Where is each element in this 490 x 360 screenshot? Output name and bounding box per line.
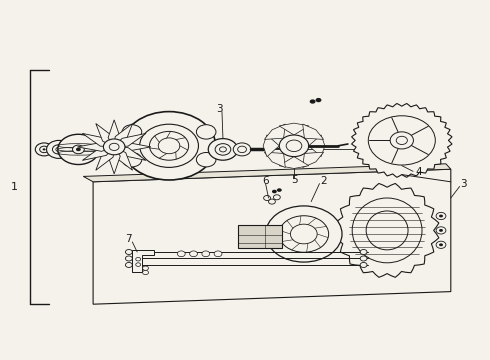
Polygon shape [335, 184, 439, 277]
Polygon shape [114, 123, 132, 147]
Circle shape [40, 146, 49, 153]
Circle shape [122, 125, 142, 139]
Circle shape [136, 257, 141, 261]
Polygon shape [114, 133, 146, 147]
Circle shape [238, 146, 246, 153]
Circle shape [214, 251, 222, 257]
Circle shape [233, 143, 251, 156]
Circle shape [35, 143, 53, 156]
Circle shape [125, 262, 132, 267]
Circle shape [58, 134, 99, 165]
Circle shape [273, 195, 280, 200]
Circle shape [47, 140, 71, 158]
Text: 6: 6 [262, 176, 269, 186]
Circle shape [291, 224, 317, 244]
Circle shape [396, 136, 407, 144]
Polygon shape [303, 152, 323, 167]
Circle shape [439, 215, 443, 217]
Polygon shape [265, 124, 285, 139]
Polygon shape [83, 164, 451, 182]
Circle shape [149, 131, 189, 160]
Polygon shape [108, 147, 120, 174]
Circle shape [360, 256, 367, 261]
Polygon shape [96, 123, 114, 147]
Circle shape [269, 199, 275, 204]
Polygon shape [82, 147, 114, 161]
Circle shape [436, 227, 446, 234]
Circle shape [360, 262, 367, 267]
Circle shape [277, 188, 282, 192]
Polygon shape [114, 147, 146, 161]
Circle shape [215, 144, 231, 155]
Circle shape [436, 212, 446, 220]
Circle shape [264, 195, 270, 201]
Circle shape [143, 270, 148, 275]
Polygon shape [93, 169, 451, 304]
Polygon shape [82, 133, 114, 147]
Polygon shape [132, 250, 154, 272]
Circle shape [310, 99, 316, 104]
Ellipse shape [352, 198, 422, 263]
Circle shape [140, 124, 198, 167]
Text: 3: 3 [460, 179, 466, 189]
Polygon shape [263, 135, 279, 157]
Circle shape [196, 153, 216, 167]
Circle shape [360, 249, 367, 255]
Circle shape [73, 145, 84, 154]
FancyBboxPatch shape [238, 225, 282, 248]
Circle shape [125, 249, 132, 255]
Polygon shape [351, 103, 452, 177]
Polygon shape [77, 143, 114, 151]
Text: 2: 2 [320, 176, 327, 186]
Circle shape [109, 143, 119, 150]
Polygon shape [309, 135, 325, 157]
Polygon shape [265, 152, 285, 167]
Circle shape [279, 216, 329, 252]
Circle shape [122, 112, 216, 180]
Circle shape [279, 135, 309, 157]
Circle shape [220, 147, 226, 152]
Circle shape [266, 206, 342, 262]
Text: 1: 1 [11, 182, 18, 192]
Circle shape [316, 98, 321, 102]
Circle shape [43, 148, 46, 150]
Circle shape [196, 125, 216, 139]
Polygon shape [114, 147, 132, 170]
Circle shape [52, 145, 65, 154]
Polygon shape [279, 123, 309, 135]
Circle shape [158, 138, 180, 154]
Polygon shape [279, 157, 309, 168]
Circle shape [272, 190, 277, 193]
Text: 4: 4 [416, 167, 422, 177]
Text: 7: 7 [125, 234, 132, 244]
Circle shape [136, 263, 141, 266]
Circle shape [177, 251, 185, 257]
Circle shape [439, 229, 443, 232]
Polygon shape [303, 124, 323, 139]
Text: 3: 3 [216, 104, 223, 114]
Circle shape [103, 139, 125, 155]
Polygon shape [114, 143, 151, 151]
Circle shape [286, 140, 302, 152]
Circle shape [439, 243, 443, 246]
Text: 5: 5 [291, 175, 297, 185]
Circle shape [125, 256, 132, 261]
Circle shape [390, 132, 414, 149]
Polygon shape [108, 120, 120, 147]
Ellipse shape [366, 211, 408, 250]
Circle shape [208, 139, 238, 160]
Polygon shape [96, 147, 114, 170]
Circle shape [368, 116, 435, 165]
Circle shape [143, 266, 148, 270]
Circle shape [190, 251, 197, 257]
Circle shape [202, 251, 210, 257]
Circle shape [76, 148, 81, 151]
Circle shape [122, 153, 142, 167]
Circle shape [56, 147, 62, 152]
Circle shape [436, 241, 446, 248]
